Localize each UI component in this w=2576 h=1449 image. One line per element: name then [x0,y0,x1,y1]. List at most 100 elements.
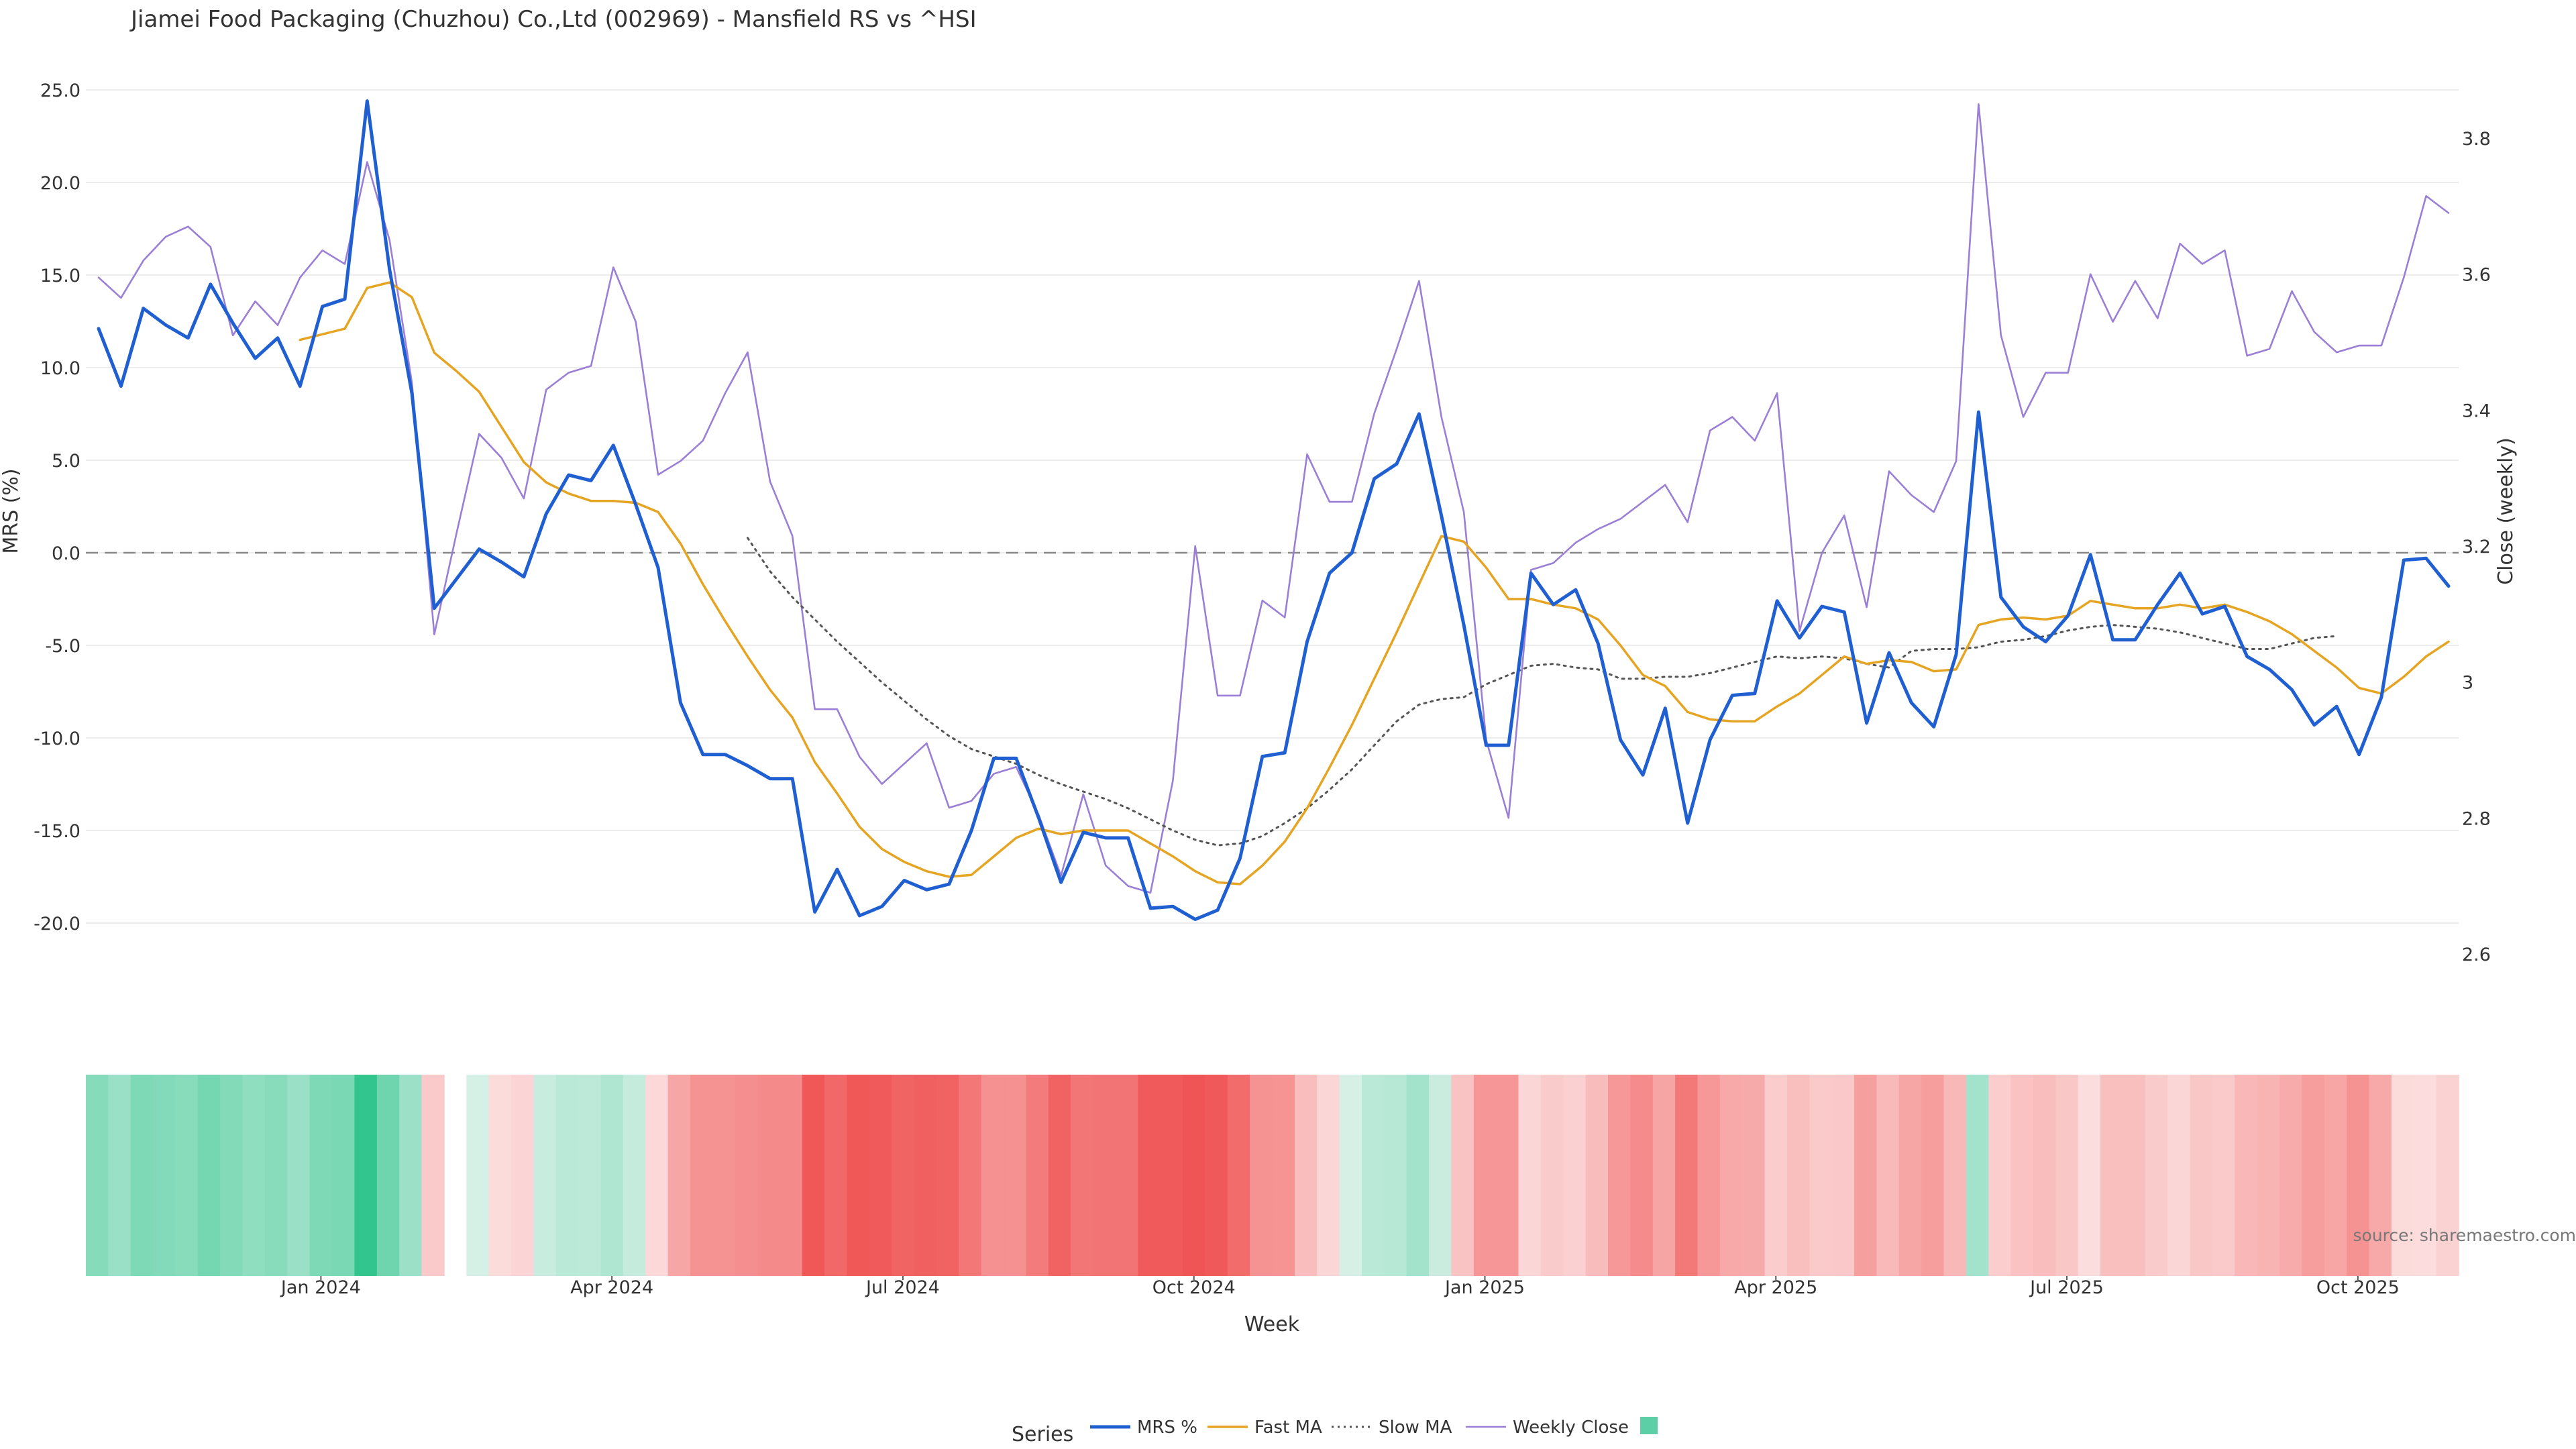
heatmap-cell [511,1075,535,1276]
heatmap-cell [1496,1075,1519,1276]
gridlines [86,89,2459,924]
heatmap-cell [1831,1075,1855,1276]
heatmap-cell [600,1075,624,1276]
heatmap-cell [1719,1075,1743,1276]
heatmap-cell [1742,1075,1766,1276]
heatmap-cell [1988,1075,2012,1276]
heatmap-cell [86,1075,109,1276]
heatmap-cell [2010,1075,2034,1276]
heatmap-cell [1854,1075,1878,1276]
heatmap-cell [153,1075,176,1276]
heatmap-cell [802,1075,825,1276]
right-axis-ticks: 3.8 3.6 3.4 3.2 3 2.8 2.6 [2462,129,2491,965]
chart-title: Jiamei Food Packaging (Chuzhou) Co.,Ltd … [129,6,977,33]
heatmap-cell [1630,1075,1654,1276]
heatmap-cell [2167,1075,2191,1276]
y-right-tick-label: 3.8 [2462,129,2491,150]
heatmap-cell [533,1075,557,1276]
heatmap-cell [1809,1075,1833,1276]
heatmap-cell [175,1075,199,1276]
heatmap-cell [892,1075,915,1276]
heatmap-cell [376,1075,400,1276]
heatmap-cell [578,1075,602,1276]
heatmap-cell [1227,1075,1250,1276]
x-tick-label: Jul 2025 [2029,1277,2104,1298]
heatmap-cell [1966,1075,1990,1276]
y-left-tick-label: 10.0 [40,358,80,379]
series-layer [97,99,2451,921]
heatmap-cell [1764,1075,1788,1276]
heatmap-cell [914,1075,937,1276]
y-right-tick-label: 3.4 [2462,400,2491,421]
x-axis-label: Week [1244,1313,1300,1336]
heatmap-cell [1473,1075,1497,1276]
x-tick-label: Apr 2024 [570,1277,653,1298]
source-note: source: sharemaestro.com [2353,1226,2576,1245]
heatmap-cell [623,1075,646,1276]
heatmap-cell [1697,1075,1721,1276]
heatmap-cell [1585,1075,1609,1276]
heatmap-strip [86,1075,2459,1276]
heatmap-cell [2235,1075,2258,1276]
legend-title: Series [1012,1423,1073,1446]
heatmap-cell [1138,1075,1161,1276]
heatmap-cell [1384,1075,1407,1276]
heatmap-cell [1563,1075,1587,1276]
heatmap-cell [2123,1075,2146,1276]
heatmap-cell [869,1075,893,1276]
heatmap-cell [645,1075,669,1276]
y-left-tick-label: 0.0 [52,543,80,564]
x-tick-label: Oct 2024 [1152,1277,1236,1298]
y-right-tick-label: 2.8 [2462,808,2491,829]
heatmap-cell [2436,1075,2459,1276]
heatmap-cell [1876,1075,1900,1276]
heatmap-cell [667,1075,691,1276]
heatmap-cell [1183,1075,1206,1276]
heatmap-cell [1272,1075,1295,1276]
heatmap-cell [735,1075,758,1276]
heatmap-cell [1540,1075,1564,1276]
legend-label: Slow MA [1379,1417,1452,1438]
heatmap-cell [2190,1075,2213,1276]
y-right-tick-label: 3.6 [2462,265,2491,286]
left-axis-label: MRS (%) [0,468,23,553]
right-axis-label: Close (weekly) [2494,437,2518,585]
heatmap-cell [264,1075,288,1276]
heatmap-cell [1675,1075,1699,1276]
heatmap-cell [2033,1075,2057,1276]
y-left-tick-label: 25.0 [40,80,80,101]
heatmap-cell [1071,1075,1094,1276]
y-left-tick-label: -5.0 [45,636,80,657]
heatmap-cell [488,1075,512,1276]
heatmap-cell [936,1075,960,1276]
legend-heatmap-swatch [1640,1417,1658,1434]
heatmap-cell [1943,1075,1967,1276]
heatmap-cell [242,1075,266,1276]
x-tick-label: Oct 2025 [2316,1277,2400,1298]
legend: Series MRS % Fast MA Slow MA Weekly Close [1012,1417,1658,1446]
heatmap-cell [2078,1075,2101,1276]
heatmap-cell [757,1075,781,1276]
heatmap-cell [197,1075,221,1276]
y-right-tick-label: 3 [2462,673,2473,694]
heatmap-cell [1048,1075,1071,1276]
heatmap-cell [309,1075,333,1276]
heatmap-cell [1115,1075,1139,1276]
heatmap-cell [287,1075,311,1276]
heatmap-cell [780,1075,803,1276]
heatmap-cell [2279,1075,2303,1276]
series-line-fast-ma [299,281,2450,885]
heatmap-cell [1451,1075,1474,1276]
y-left-tick-label: -10.0 [34,729,80,749]
legend-label: Fast MA [1254,1417,1322,1438]
plot-area [86,89,2459,924]
heatmap-cell [1652,1075,1676,1276]
x-axis-ticks: Jan 2024 Apr 2024 Jul 2024 Oct 2024 Jan 2025… [280,1276,2400,1298]
heatmap-cell [1362,1075,1385,1276]
x-tick-label: Jan 2024 [280,1277,361,1298]
heatmap-cell [959,1075,982,1276]
heatmap-cell [555,1075,579,1276]
heatmap-cell [220,1075,244,1276]
heatmap-cell [1608,1075,1631,1276]
